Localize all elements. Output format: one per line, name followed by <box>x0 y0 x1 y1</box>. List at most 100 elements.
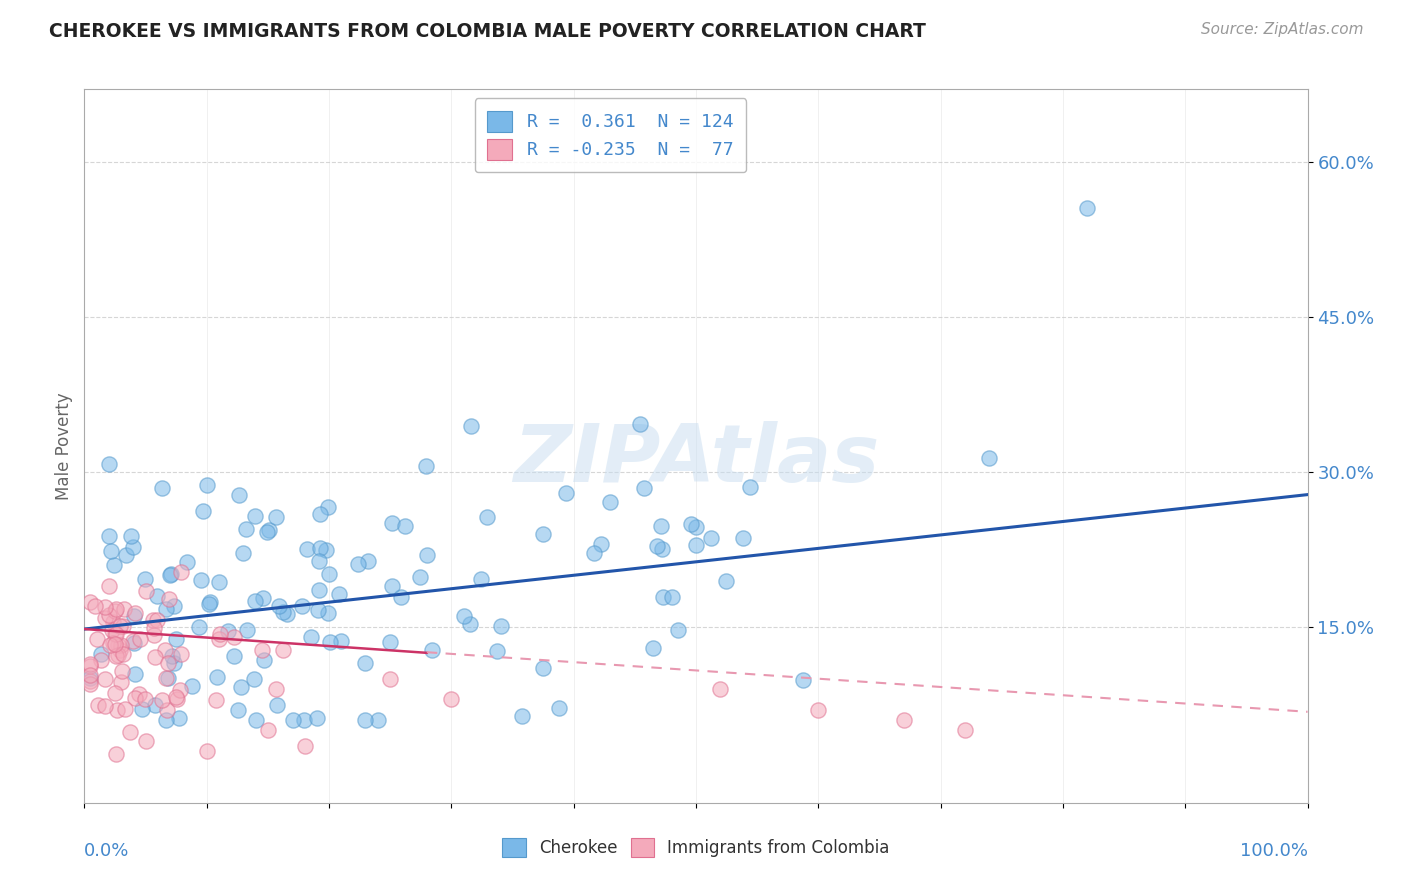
Point <box>330 634 353 648</box>
Point <box>807 703 830 717</box>
Text: 0.0%: 0.0% <box>84 842 129 860</box>
Point <box>354 713 377 727</box>
Point <box>309 507 332 521</box>
Point <box>453 608 475 623</box>
Point <box>685 520 707 534</box>
Point <box>242 673 264 687</box>
Point <box>165 690 187 705</box>
Point <box>477 510 499 524</box>
Point <box>415 459 437 474</box>
Point <box>153 643 176 657</box>
Point <box>163 657 186 671</box>
Text: CHEROKEE VS IMMIGRANTS FROM COLOMBIA MALE POVERTY CORRELATION CHART: CHEROKEE VS IMMIGRANTS FROM COLOMBIA MAL… <box>49 22 927 41</box>
Point <box>143 628 166 642</box>
Point <box>103 558 125 573</box>
Point <box>222 630 245 644</box>
Point <box>142 613 165 627</box>
Point <box>79 659 101 673</box>
Point <box>316 606 339 620</box>
Point <box>224 649 246 664</box>
Point <box>440 692 463 706</box>
Point <box>953 723 976 738</box>
Point <box>107 638 129 652</box>
Point <box>105 627 128 641</box>
Point <box>250 643 273 657</box>
Point <box>143 621 166 635</box>
Point <box>104 637 127 651</box>
Point <box>685 538 707 552</box>
Point <box>235 522 257 536</box>
Point <box>94 611 117 625</box>
Point <box>156 656 179 670</box>
Point <box>98 638 121 652</box>
Point <box>309 541 332 556</box>
Point <box>86 698 108 712</box>
Point <box>1076 201 1098 215</box>
Point <box>131 702 153 716</box>
Point <box>315 542 337 557</box>
Point <box>170 647 193 661</box>
Point <box>98 529 121 543</box>
Point <box>226 702 249 716</box>
Point <box>531 526 554 541</box>
Point <box>104 604 127 618</box>
Point <box>79 672 101 686</box>
Point <box>208 627 231 641</box>
Point <box>166 692 188 706</box>
Point <box>486 643 509 657</box>
Point <box>661 590 683 604</box>
Point <box>252 591 274 606</box>
Point <box>555 486 578 500</box>
Point <box>124 606 146 620</box>
Point <box>276 607 298 621</box>
Point <box>121 633 143 648</box>
Point <box>104 747 127 762</box>
Point <box>269 599 291 613</box>
Point <box>107 648 129 662</box>
Point <box>79 668 101 682</box>
Point <box>415 548 437 562</box>
Point <box>156 703 179 717</box>
Point <box>79 677 101 691</box>
Point <box>628 417 651 431</box>
Point <box>217 624 239 639</box>
Point <box>205 670 228 684</box>
Point <box>120 529 142 543</box>
Point <box>204 693 226 707</box>
Point <box>122 608 145 623</box>
Point <box>114 702 136 716</box>
Point <box>94 698 117 713</box>
Point <box>232 546 254 560</box>
Point <box>90 647 112 661</box>
Point <box>134 691 156 706</box>
Point <box>731 531 754 545</box>
Point <box>79 657 101 672</box>
Point <box>128 687 150 701</box>
Text: Source: ZipAtlas.com: Source: ZipAtlas.com <box>1201 22 1364 37</box>
Point <box>291 599 314 614</box>
Point <box>666 623 689 637</box>
Point <box>714 574 737 588</box>
Point <box>98 458 121 472</box>
Point <box>299 631 322 645</box>
Point <box>319 634 342 648</box>
Point <box>195 478 218 492</box>
Point <box>150 481 173 495</box>
Point <box>328 587 350 601</box>
Point <box>271 605 294 619</box>
Point <box>231 680 253 694</box>
Point <box>84 599 107 613</box>
Point <box>394 519 416 533</box>
Point <box>104 686 127 700</box>
Point <box>645 539 668 553</box>
Point <box>651 541 673 556</box>
Point <box>195 744 218 758</box>
Point <box>129 632 152 647</box>
Point <box>143 698 166 712</box>
Point <box>458 616 481 631</box>
Point <box>200 595 222 609</box>
Point <box>294 739 316 753</box>
Point <box>228 488 250 502</box>
Point <box>533 661 555 675</box>
Point <box>283 713 305 727</box>
